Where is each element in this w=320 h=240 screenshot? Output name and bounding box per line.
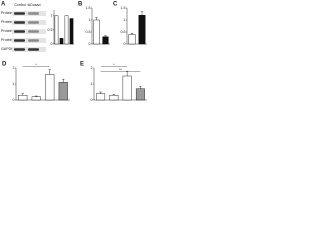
bar: [128, 34, 136, 45]
y-tick-label: 0: [13, 98, 15, 102]
bar: [58, 82, 68, 101]
y-tick-label: 2: [13, 66, 15, 70]
panel-letter: C: [113, 2, 118, 8]
y-tick-label: 0.5: [48, 28, 53, 32]
bar: [93, 19, 100, 45]
y-tick-label: 0: [91, 98, 93, 102]
blot-band: [14, 39, 25, 42]
row-label: Protein 3: [1, 29, 15, 33]
bar: [64, 15, 69, 45]
y-tick-label: 0: [89, 42, 91, 46]
blot-band: [14, 21, 25, 24]
annotation: *: [36, 63, 38, 67]
panel-letter: B: [78, 2, 83, 8]
column-header: siDusad: [28, 3, 41, 7]
y-tick-label: 1: [51, 14, 53, 18]
y-tick-label: 1: [89, 18, 91, 22]
blot-band: [14, 30, 25, 33]
blot-band: [28, 39, 39, 42]
blot-band: [28, 21, 39, 24]
bar: [54, 15, 59, 45]
blot-band: [14, 48, 25, 51]
y-tick-label: 2: [91, 66, 93, 70]
y-tick-label: 1: [13, 82, 15, 86]
y-tick-label: 1.5: [121, 6, 126, 10]
bar: [135, 88, 145, 101]
row-label: GAPDH: [1, 47, 14, 51]
bar: [69, 18, 74, 45]
bar: [31, 96, 41, 101]
bar: [102, 36, 109, 45]
row-label: Protein 4: [1, 38, 15, 42]
y-tick-label: 0: [124, 42, 126, 46]
panel-letter: A: [1, 2, 6, 8]
panel-letter: D: [2, 62, 7, 68]
y-tick-label: 0.5: [86, 30, 91, 34]
y-tick-label: 1: [124, 18, 126, 22]
column-header: Control: [14, 3, 26, 7]
y-tick-label: 0: [51, 42, 53, 46]
y-tick-label: 1.5: [86, 6, 91, 10]
bar: [96, 93, 106, 101]
annotation: *: [113, 63, 115, 67]
y-tick-label: 1: [91, 82, 93, 86]
bar: [122, 75, 132, 101]
bar: [18, 94, 28, 101]
bar: [59, 38, 64, 45]
blot-band: [28, 48, 39, 51]
blot-band: [14, 12, 25, 15]
bar: [138, 14, 146, 45]
row-label: Protein 1: [1, 11, 15, 15]
panel-letter: E: [80, 62, 84, 68]
bar: [45, 74, 55, 101]
figure: A Control siDusad Protein 1 Protein 2 Protei…: [1, 2, 147, 102]
bar: [109, 94, 119, 101]
row-label: Protein 2: [1, 20, 15, 24]
annotation: **: [119, 68, 122, 72]
blot-band: [28, 30, 39, 33]
blot-band: [28, 12, 39, 15]
y-tick-label: 0.5: [121, 30, 126, 34]
